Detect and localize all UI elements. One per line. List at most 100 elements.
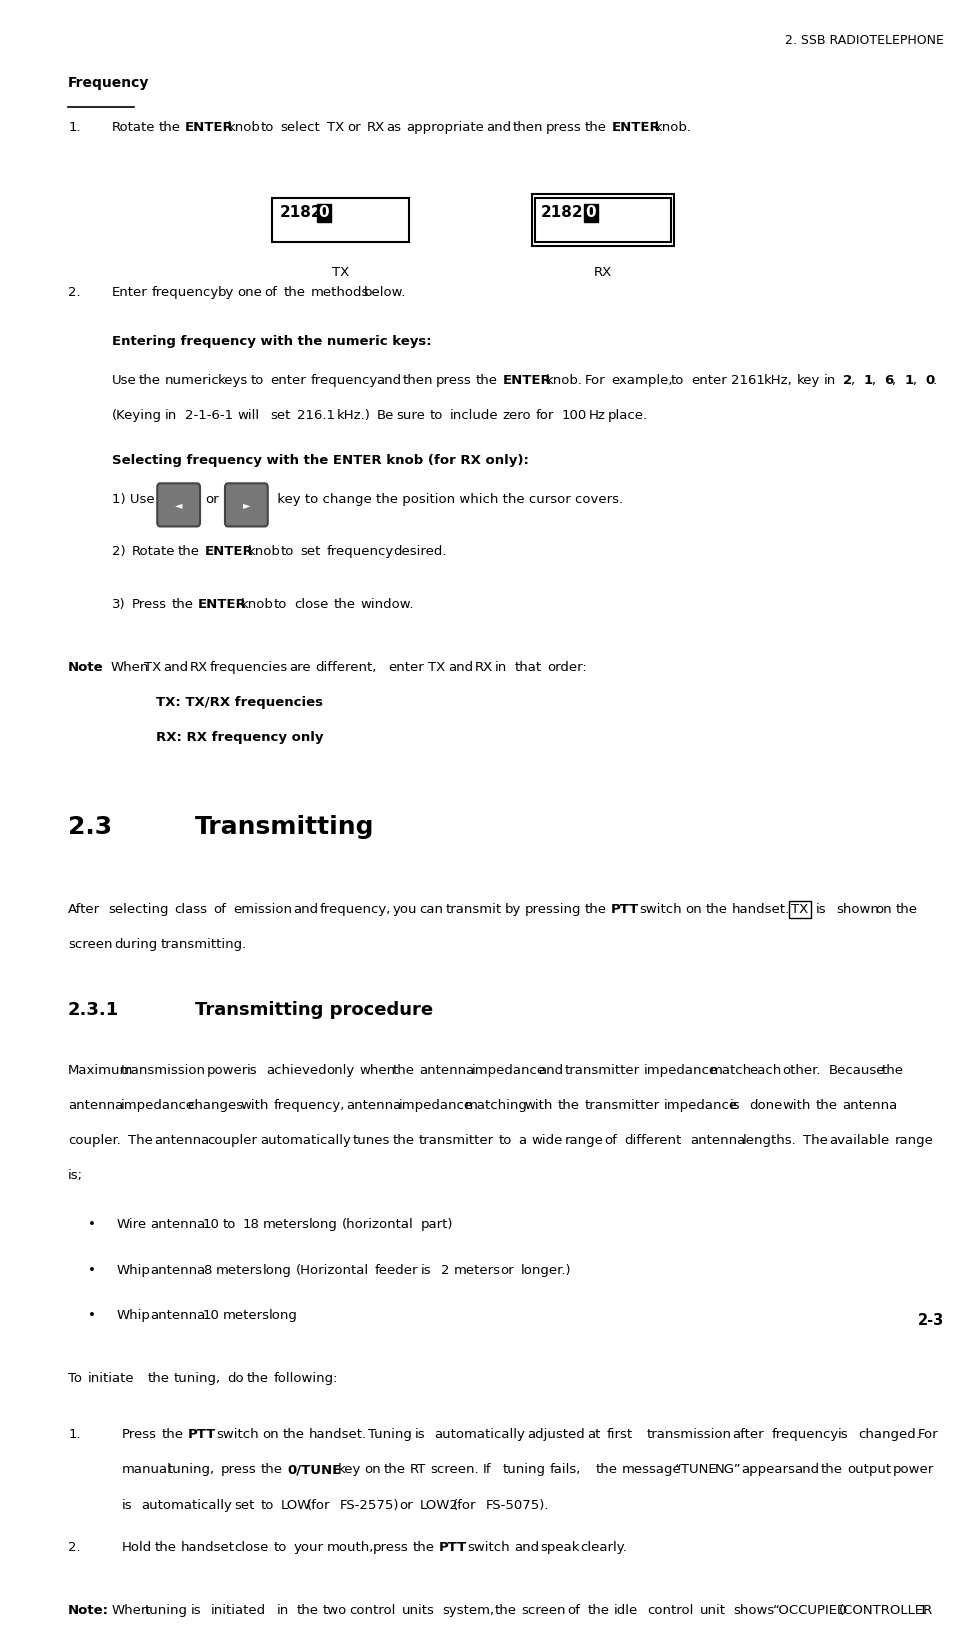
Text: switch: switch [639, 902, 682, 916]
Text: TX: TX [332, 266, 349, 279]
Text: long: long [269, 1309, 298, 1322]
Text: to: to [429, 408, 443, 421]
Text: speak: speak [540, 1541, 580, 1554]
Text: frequency: frequency [327, 545, 394, 558]
Text: meters: meters [216, 1263, 263, 1276]
Text: transmitter: transmitter [584, 1098, 660, 1111]
Text: 2.3: 2.3 [68, 814, 112, 839]
Text: antenna: antenna [68, 1098, 124, 1111]
Text: range: range [564, 1134, 603, 1147]
Text: to: to [223, 1217, 236, 1231]
Text: transmitter: transmitter [564, 1064, 639, 1077]
Text: switch: switch [468, 1541, 511, 1554]
Text: methods: methods [310, 286, 369, 299]
Text: manual: manual [122, 1464, 171, 1477]
Text: 0/TUNE: 0/TUNE [287, 1464, 342, 1477]
Text: place.: place. [608, 408, 648, 421]
Text: frequency: frequency [310, 374, 378, 387]
Text: in: in [276, 1604, 289, 1617]
Text: feeder: feeder [375, 1263, 418, 1276]
Text: and: and [794, 1464, 819, 1477]
Text: FS-5075).: FS-5075). [486, 1498, 549, 1511]
Text: transmitter: transmitter [418, 1134, 494, 1147]
Text: to: to [498, 1134, 512, 1147]
Text: (Horizontal: (Horizontal [296, 1263, 369, 1276]
Text: different,: different, [315, 661, 377, 674]
Text: frequencies: frequencies [210, 661, 288, 674]
Text: a: a [518, 1134, 526, 1147]
Text: different: different [624, 1134, 681, 1147]
Text: selecting: selecting [108, 902, 168, 916]
Text: Selecting frequency with the ENTER knob (for RX only):: Selecting frequency with the ENTER knob … [112, 454, 528, 467]
Text: (Keying: (Keying [112, 408, 162, 421]
Text: at: at [587, 1428, 600, 1441]
Text: key: key [797, 374, 820, 387]
Text: in: in [823, 374, 836, 387]
Text: TX: TX [327, 121, 344, 134]
Text: NG”: NG” [714, 1464, 741, 1477]
Text: knob: knob [228, 121, 261, 134]
Text: 216.1: 216.1 [297, 408, 335, 421]
Text: frequency,: frequency, [273, 1098, 344, 1111]
Text: impedance: impedance [121, 1098, 196, 1111]
Text: impedance: impedance [472, 1064, 546, 1077]
Text: key to change the position which the cursor covers.: key to change the position which the cur… [272, 493, 623, 506]
Text: wide: wide [531, 1134, 562, 1147]
Text: is: is [816, 902, 827, 916]
Text: (CONTROLLER: (CONTROLLER [839, 1604, 933, 1617]
Text: below.: below. [363, 286, 406, 299]
Text: PTT: PTT [439, 1541, 467, 1554]
Text: power: power [893, 1464, 934, 1477]
Text: or: or [400, 1498, 414, 1511]
Text: appears: appears [741, 1464, 795, 1477]
Text: by: by [218, 286, 234, 299]
Text: handset: handset [181, 1541, 235, 1554]
Text: is: is [421, 1263, 432, 1276]
Text: the: the [495, 1604, 517, 1617]
Text: PTT: PTT [611, 902, 639, 916]
Text: frequency: frequency [152, 286, 219, 299]
Text: lengths.: lengths. [743, 1134, 797, 1147]
Text: the: the [588, 1604, 610, 1617]
Text: pressing: pressing [524, 902, 581, 916]
Text: 100: 100 [561, 408, 587, 421]
Text: 2): 2) [112, 545, 126, 558]
Text: first: first [606, 1428, 632, 1441]
Text: ,: , [891, 374, 895, 387]
Text: ENTER: ENTER [185, 121, 234, 134]
Text: system,: system, [442, 1604, 494, 1617]
Text: part): part) [421, 1217, 453, 1231]
Text: can: can [418, 902, 443, 916]
Text: ENTER: ENTER [204, 545, 253, 558]
Text: the: the [171, 597, 194, 610]
Text: frequency: frequency [773, 1428, 840, 1441]
Text: screen: screen [68, 938, 113, 951]
Text: Rotate: Rotate [112, 121, 156, 134]
Text: RX: RX frequency only: RX: RX frequency only [156, 731, 323, 744]
Text: and: and [293, 902, 318, 916]
Text: to: to [273, 1541, 287, 1554]
Text: transmitting.: transmitting. [161, 938, 247, 951]
Text: .: . [932, 374, 937, 387]
Text: (for: (for [452, 1498, 476, 1511]
Text: 1) Use: 1) Use [112, 493, 159, 506]
Text: by: by [505, 902, 522, 916]
Text: the: the [159, 121, 180, 134]
Text: enter: enter [388, 661, 424, 674]
Text: the: the [820, 1464, 843, 1477]
Text: switch: switch [216, 1428, 259, 1441]
Text: automatically: automatically [435, 1428, 525, 1441]
Text: the: the [585, 121, 607, 134]
Text: that: that [514, 661, 541, 674]
Text: the: the [178, 545, 200, 558]
Text: the: the [247, 1373, 269, 1386]
Text: antenna: antenna [154, 1134, 209, 1147]
Text: is: is [122, 1498, 132, 1511]
Text: each: each [749, 1064, 782, 1077]
Text: shows: shows [733, 1604, 775, 1617]
Text: enter: enter [691, 374, 727, 387]
Text: 8: 8 [202, 1263, 211, 1276]
Text: •: • [88, 1309, 95, 1322]
Text: in: in [494, 661, 507, 674]
Text: keys: keys [218, 374, 248, 387]
